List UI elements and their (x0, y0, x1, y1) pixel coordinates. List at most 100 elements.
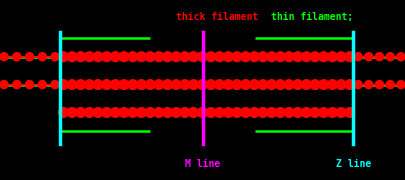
Ellipse shape (258, 52, 268, 62)
Ellipse shape (293, 80, 303, 89)
Ellipse shape (319, 108, 328, 117)
Ellipse shape (58, 108, 68, 117)
Ellipse shape (163, 52, 173, 62)
Ellipse shape (354, 53, 362, 61)
Ellipse shape (197, 108, 207, 117)
Ellipse shape (301, 52, 311, 62)
Ellipse shape (85, 80, 94, 89)
Ellipse shape (128, 108, 138, 117)
Ellipse shape (26, 81, 34, 89)
Ellipse shape (145, 52, 155, 62)
Ellipse shape (136, 108, 146, 117)
Text: thin filament;: thin filament; (271, 12, 354, 22)
Ellipse shape (145, 108, 155, 117)
Ellipse shape (111, 108, 120, 117)
Ellipse shape (102, 108, 112, 117)
Ellipse shape (375, 53, 384, 61)
Ellipse shape (102, 80, 112, 89)
Ellipse shape (154, 80, 164, 89)
Ellipse shape (232, 108, 242, 117)
Ellipse shape (215, 108, 224, 117)
Ellipse shape (310, 52, 320, 62)
Ellipse shape (171, 52, 181, 62)
Ellipse shape (171, 108, 181, 117)
Ellipse shape (189, 108, 198, 117)
Ellipse shape (354, 81, 362, 89)
Ellipse shape (171, 80, 181, 89)
Ellipse shape (319, 52, 328, 62)
Ellipse shape (206, 52, 216, 62)
Ellipse shape (58, 52, 68, 62)
Ellipse shape (76, 80, 85, 89)
Ellipse shape (397, 81, 405, 89)
Ellipse shape (328, 80, 337, 89)
Ellipse shape (136, 52, 146, 62)
Ellipse shape (0, 81, 8, 89)
Ellipse shape (206, 80, 216, 89)
Ellipse shape (189, 52, 198, 62)
Ellipse shape (386, 81, 394, 89)
Ellipse shape (136, 80, 146, 89)
Ellipse shape (284, 80, 294, 89)
Ellipse shape (336, 52, 346, 62)
Ellipse shape (67, 108, 77, 117)
Ellipse shape (258, 80, 268, 89)
Ellipse shape (154, 52, 164, 62)
Ellipse shape (13, 81, 21, 89)
Ellipse shape (232, 52, 242, 62)
Ellipse shape (249, 80, 259, 89)
Ellipse shape (301, 80, 311, 89)
Ellipse shape (180, 52, 190, 62)
Ellipse shape (197, 52, 207, 62)
Ellipse shape (51, 81, 59, 89)
Ellipse shape (364, 81, 373, 89)
Ellipse shape (26, 53, 34, 61)
Ellipse shape (386, 53, 394, 61)
Text: Z line: Z line (335, 159, 371, 169)
Ellipse shape (128, 52, 138, 62)
Ellipse shape (336, 80, 346, 89)
Ellipse shape (275, 108, 285, 117)
Ellipse shape (93, 108, 103, 117)
Ellipse shape (310, 80, 320, 89)
Ellipse shape (206, 108, 216, 117)
Ellipse shape (215, 52, 224, 62)
Ellipse shape (85, 108, 94, 117)
Ellipse shape (249, 52, 259, 62)
Ellipse shape (258, 108, 268, 117)
Ellipse shape (145, 80, 155, 89)
Ellipse shape (102, 52, 112, 62)
Ellipse shape (38, 53, 46, 61)
Ellipse shape (0, 53, 8, 61)
Ellipse shape (163, 80, 173, 89)
Ellipse shape (345, 52, 355, 62)
Ellipse shape (128, 80, 138, 89)
Ellipse shape (241, 80, 250, 89)
Ellipse shape (180, 108, 190, 117)
Ellipse shape (154, 108, 164, 117)
Ellipse shape (93, 80, 103, 89)
Ellipse shape (284, 52, 294, 62)
Ellipse shape (119, 52, 129, 62)
Ellipse shape (232, 80, 242, 89)
Ellipse shape (224, 52, 233, 62)
Ellipse shape (51, 53, 59, 61)
Ellipse shape (76, 52, 85, 62)
Ellipse shape (67, 52, 77, 62)
Ellipse shape (310, 108, 320, 117)
Ellipse shape (275, 52, 285, 62)
Ellipse shape (293, 108, 303, 117)
Ellipse shape (163, 108, 173, 117)
Text: thick filament: thick filament (176, 12, 258, 22)
Ellipse shape (241, 52, 250, 62)
Ellipse shape (328, 52, 337, 62)
Text: M line: M line (185, 159, 220, 169)
Ellipse shape (180, 80, 190, 89)
Ellipse shape (241, 108, 250, 117)
Ellipse shape (293, 52, 303, 62)
Ellipse shape (76, 108, 85, 117)
Ellipse shape (319, 80, 328, 89)
Ellipse shape (345, 108, 355, 117)
Ellipse shape (58, 80, 68, 89)
Ellipse shape (345, 80, 355, 89)
